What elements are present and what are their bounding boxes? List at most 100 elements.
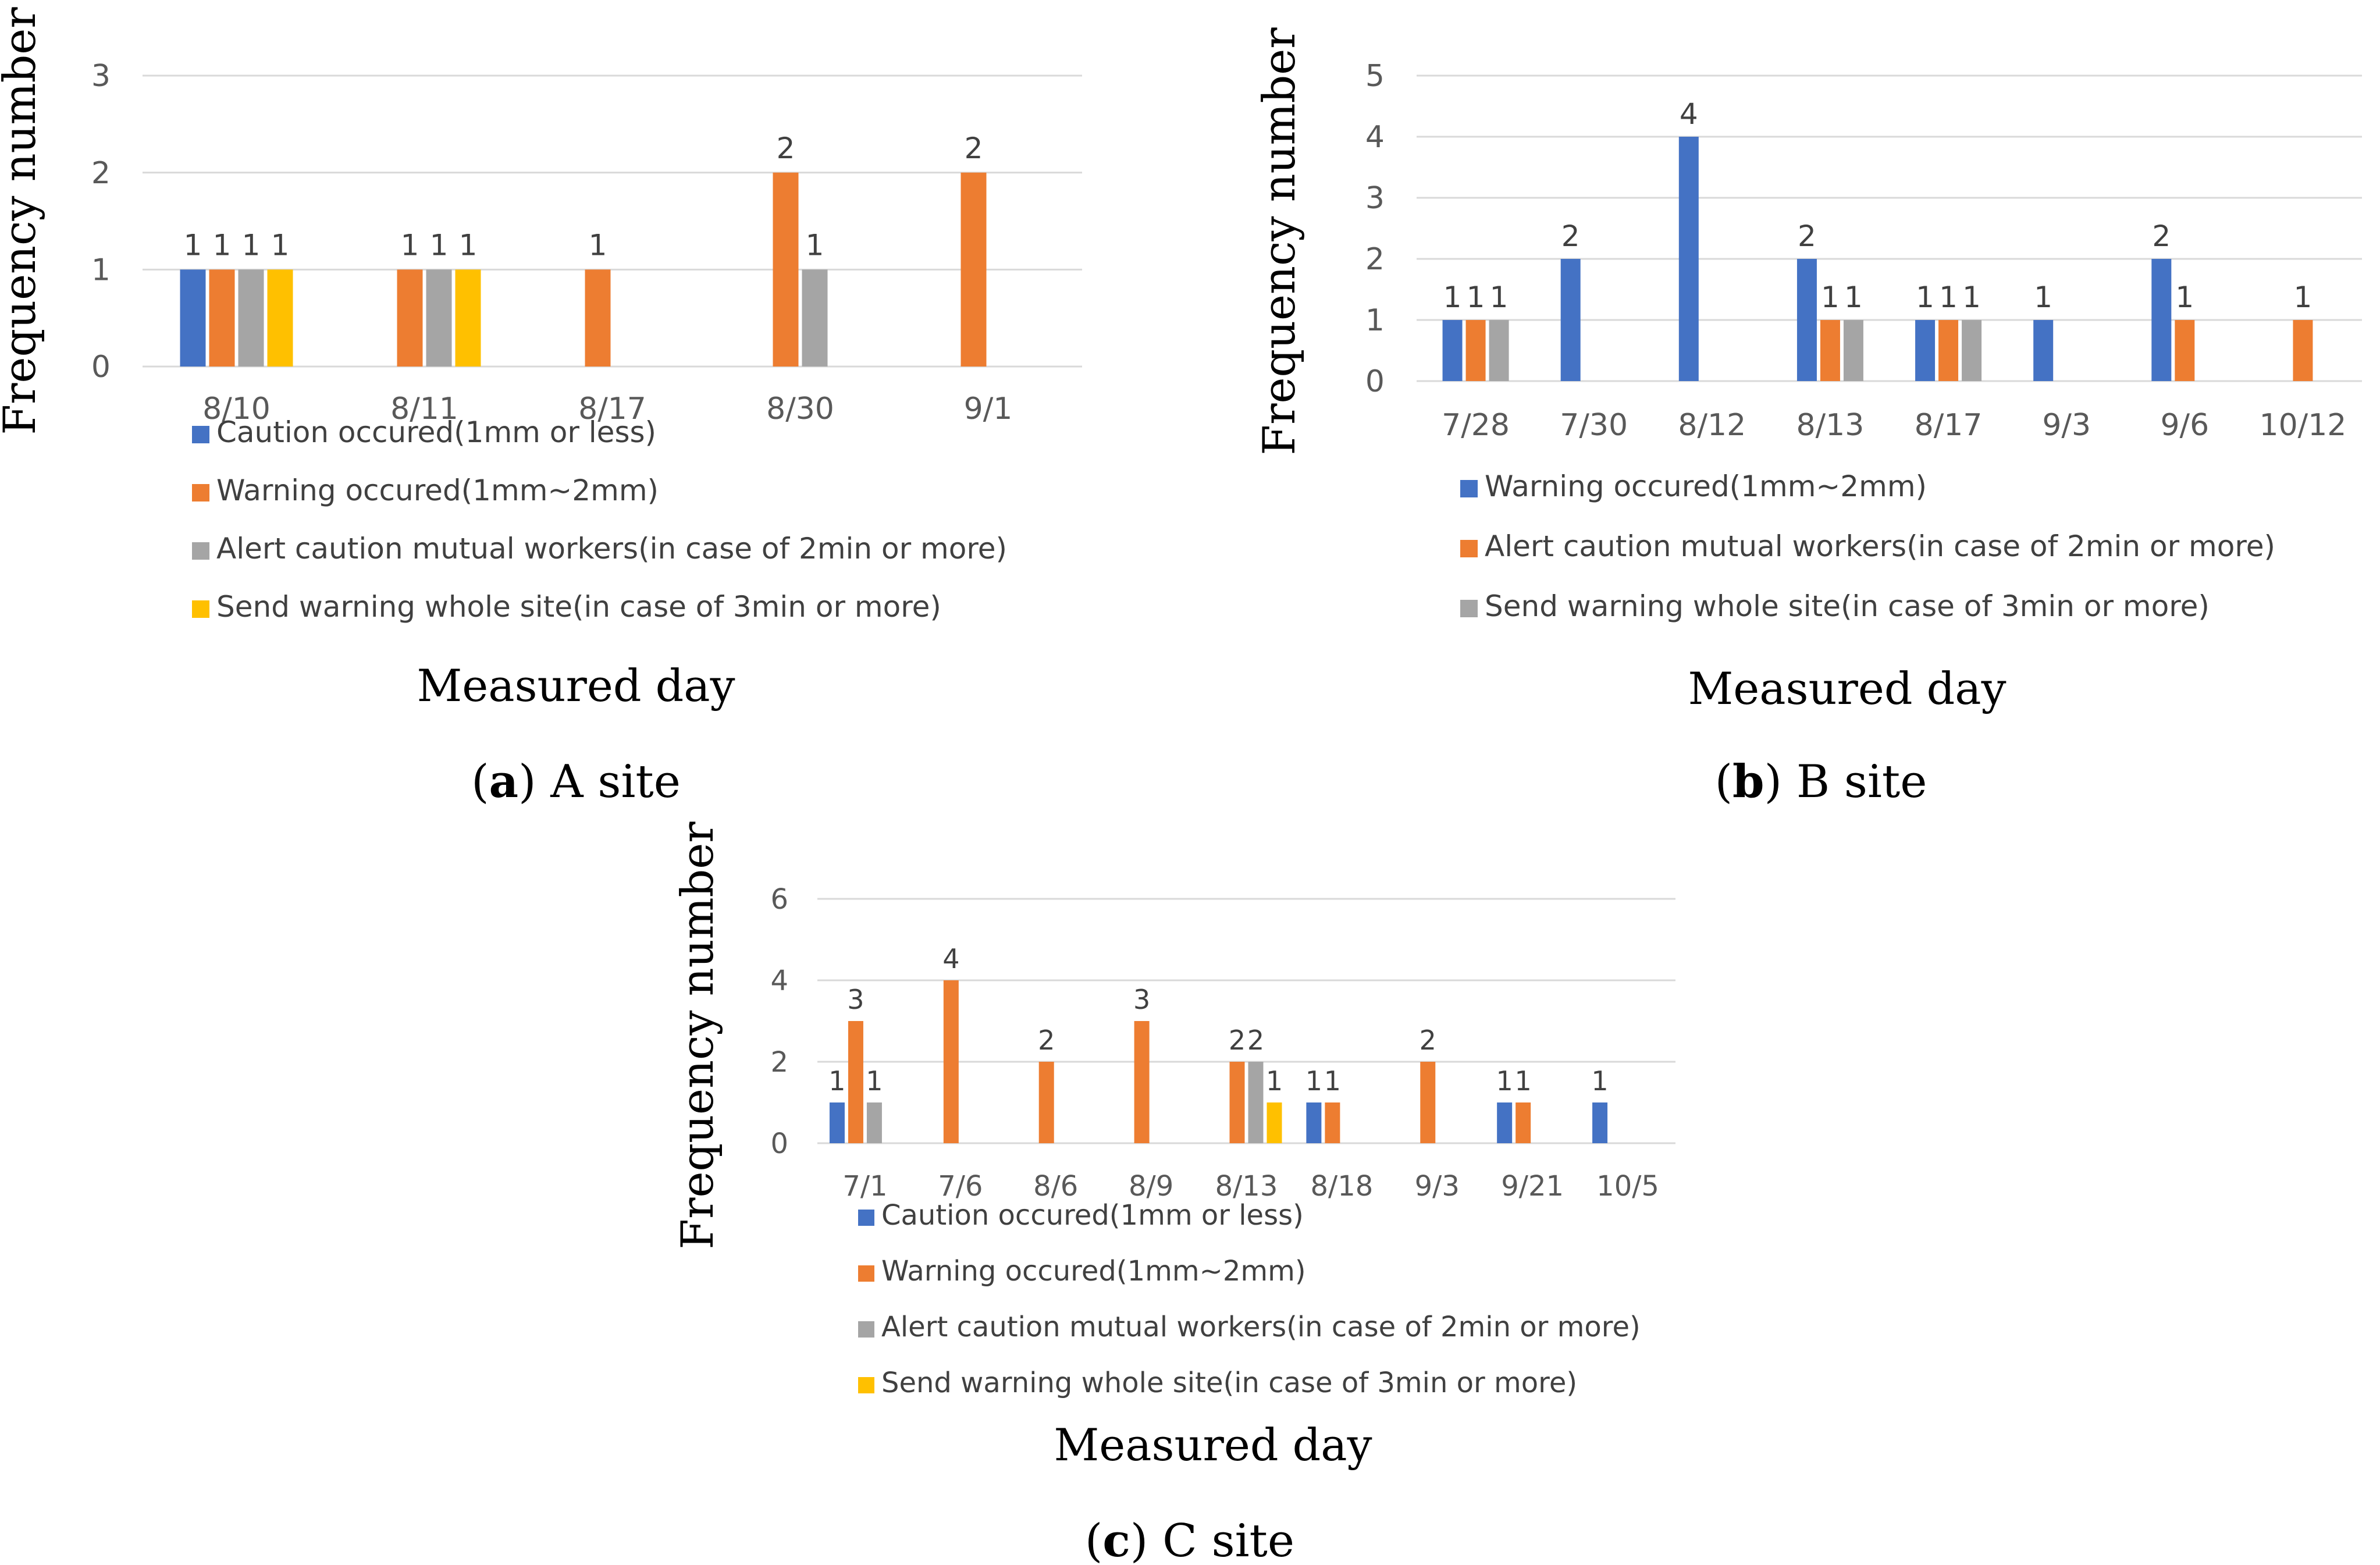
bar-warning-occured xyxy=(960,172,987,367)
caption-title: B site xyxy=(1796,756,1927,808)
y-axis-title: Frequency number xyxy=(0,7,45,435)
legend-swatch xyxy=(192,600,209,618)
x-tick-label: 8/12 xyxy=(1678,408,1746,443)
y-tick-label: 3 xyxy=(1365,181,1385,216)
data-label: 2 xyxy=(777,131,795,165)
legend-swatch xyxy=(858,1377,874,1393)
bar-warning-occured xyxy=(1678,137,1699,381)
data-label: 1 xyxy=(1844,280,1863,314)
caption-paren-close: ) xyxy=(1764,756,1796,808)
figure-caption: (b) B site xyxy=(1715,755,1927,808)
bar-warning-occured xyxy=(397,269,423,367)
bar-caution-occured xyxy=(180,269,206,367)
x-tick-label: 7/1 xyxy=(842,1170,887,1203)
bar-warning-occured xyxy=(2033,320,2054,381)
bar-caution-occured xyxy=(1306,1102,1322,1143)
bar-alert-caution-mutual-workers xyxy=(866,1102,882,1143)
bar-warning-occured xyxy=(1420,1062,1436,1143)
bar-warning-occured xyxy=(585,269,611,367)
x-axis-title: Measured day xyxy=(417,660,735,712)
data-label: 1 xyxy=(589,229,607,262)
y-tick-label: 4 xyxy=(1365,120,1385,155)
data-label: 1 xyxy=(1305,1065,1322,1097)
data-label: 1 xyxy=(1591,1065,1608,1097)
data-label: 1 xyxy=(806,229,824,262)
y-tick-label: 5 xyxy=(1365,59,1385,94)
data-label: 1 xyxy=(459,229,478,262)
legend-swatch xyxy=(192,542,209,560)
y-tick-label: 1 xyxy=(91,253,111,288)
data-label: 1 xyxy=(1496,1065,1513,1097)
data-label: 1 xyxy=(1324,1065,1341,1097)
x-tick-label: 10/12 xyxy=(2260,408,2347,443)
y-tick-label: 4 xyxy=(770,965,788,997)
y-tick-label: 6 xyxy=(770,883,788,916)
data-label: 2 xyxy=(1038,1025,1055,1056)
legend-swatch xyxy=(858,1210,874,1226)
x-tick-label: 8/13 xyxy=(1215,1170,1278,1203)
x-tick-label: 8/13 xyxy=(1796,408,1865,443)
bar-send-warning-whole-site xyxy=(267,269,293,367)
legend-swatch xyxy=(192,426,209,443)
caption-letter: c xyxy=(1102,1514,1130,1565)
bar-warning-occured xyxy=(1915,320,1936,381)
caption-title: C site xyxy=(1162,1515,1294,1565)
bar-warning-occured xyxy=(773,172,799,367)
x-tick-label: 9/21 xyxy=(1501,1170,1564,1203)
figure-caption: (a) A site xyxy=(471,755,681,808)
data-label: 1 xyxy=(828,1065,845,1097)
caption-paren-open: ( xyxy=(1715,756,1732,808)
data-label: 1 xyxy=(866,1065,883,1097)
x-tick-label: 8/11 xyxy=(390,392,458,426)
bar-alert-caution-mutual-workers xyxy=(2293,320,2313,381)
x-tick-label: 9/3 xyxy=(2042,408,2091,443)
data-label: 1 xyxy=(401,229,419,262)
data-label: 1 xyxy=(213,229,232,262)
x-tick-label: 9/3 xyxy=(1415,1170,1460,1203)
legend-entry: Send warning whole site(in case of 3min … xyxy=(216,590,941,624)
x-tick-label: 8/30 xyxy=(766,392,834,426)
bar-warning-occured xyxy=(1229,1062,1245,1143)
legend-entry: Caution occured(1mm or less) xyxy=(881,1199,1304,1232)
bar-send-warning-whole-site xyxy=(1843,320,1863,381)
data-label: 1 xyxy=(1443,280,1462,314)
legend-swatch xyxy=(1460,600,1478,617)
data-label: 1 xyxy=(1821,280,1840,314)
bar-warning-occured xyxy=(1038,1062,1054,1143)
data-label: 1 xyxy=(430,229,449,262)
data-label: 2 xyxy=(1798,219,1816,253)
bar-warning-occured xyxy=(209,269,235,367)
legend-entry: Warning occured(1mm~2mm) xyxy=(216,474,659,507)
x-axis-title: Measured day xyxy=(1688,663,2006,714)
bar-alert-caution-mutual-workers xyxy=(238,269,264,367)
legend-entry: Alert caution mutual workers(in case of … xyxy=(1485,529,2275,563)
x-tick-label: 9/6 xyxy=(2160,408,2209,443)
legend-entry: Send warning whole site(in case of 3min … xyxy=(1485,589,2210,623)
x-tick-label: 9/1 xyxy=(964,392,1013,426)
data-label: 3 xyxy=(1133,984,1150,1015)
caption-paren-close: ) xyxy=(1130,1515,1162,1565)
data-label: 1 xyxy=(242,229,261,262)
caption-paren-open: ( xyxy=(471,756,489,808)
bar-send-warning-whole-site xyxy=(1962,320,1982,381)
x-tick-label: 8/10 xyxy=(202,392,271,426)
caption-letter: b xyxy=(1732,755,1764,808)
data-label: 1 xyxy=(1916,280,1934,314)
data-label: 1 xyxy=(1939,280,1958,314)
y-tick-label: 3 xyxy=(91,59,111,94)
legend-swatch xyxy=(1460,480,1478,497)
data-label: 2 xyxy=(1229,1025,1246,1056)
bar-alert-caution-mutual-workers xyxy=(1248,1062,1264,1143)
x-axis-title: Measured day xyxy=(1054,1419,1372,1471)
caption-title: A site xyxy=(550,756,681,808)
caption-paren-close: ) xyxy=(518,756,550,808)
bar-alert-caution-mutual-workers xyxy=(1820,320,1840,381)
bar-caution-occured xyxy=(1497,1102,1513,1143)
caption-letter: a xyxy=(489,755,519,808)
data-label: 2 xyxy=(1247,1025,1264,1056)
bar-caution-occured xyxy=(1592,1102,1608,1143)
bar-alert-caution-mutual-workers xyxy=(426,269,452,367)
data-label: 2 xyxy=(1420,1025,1436,1056)
